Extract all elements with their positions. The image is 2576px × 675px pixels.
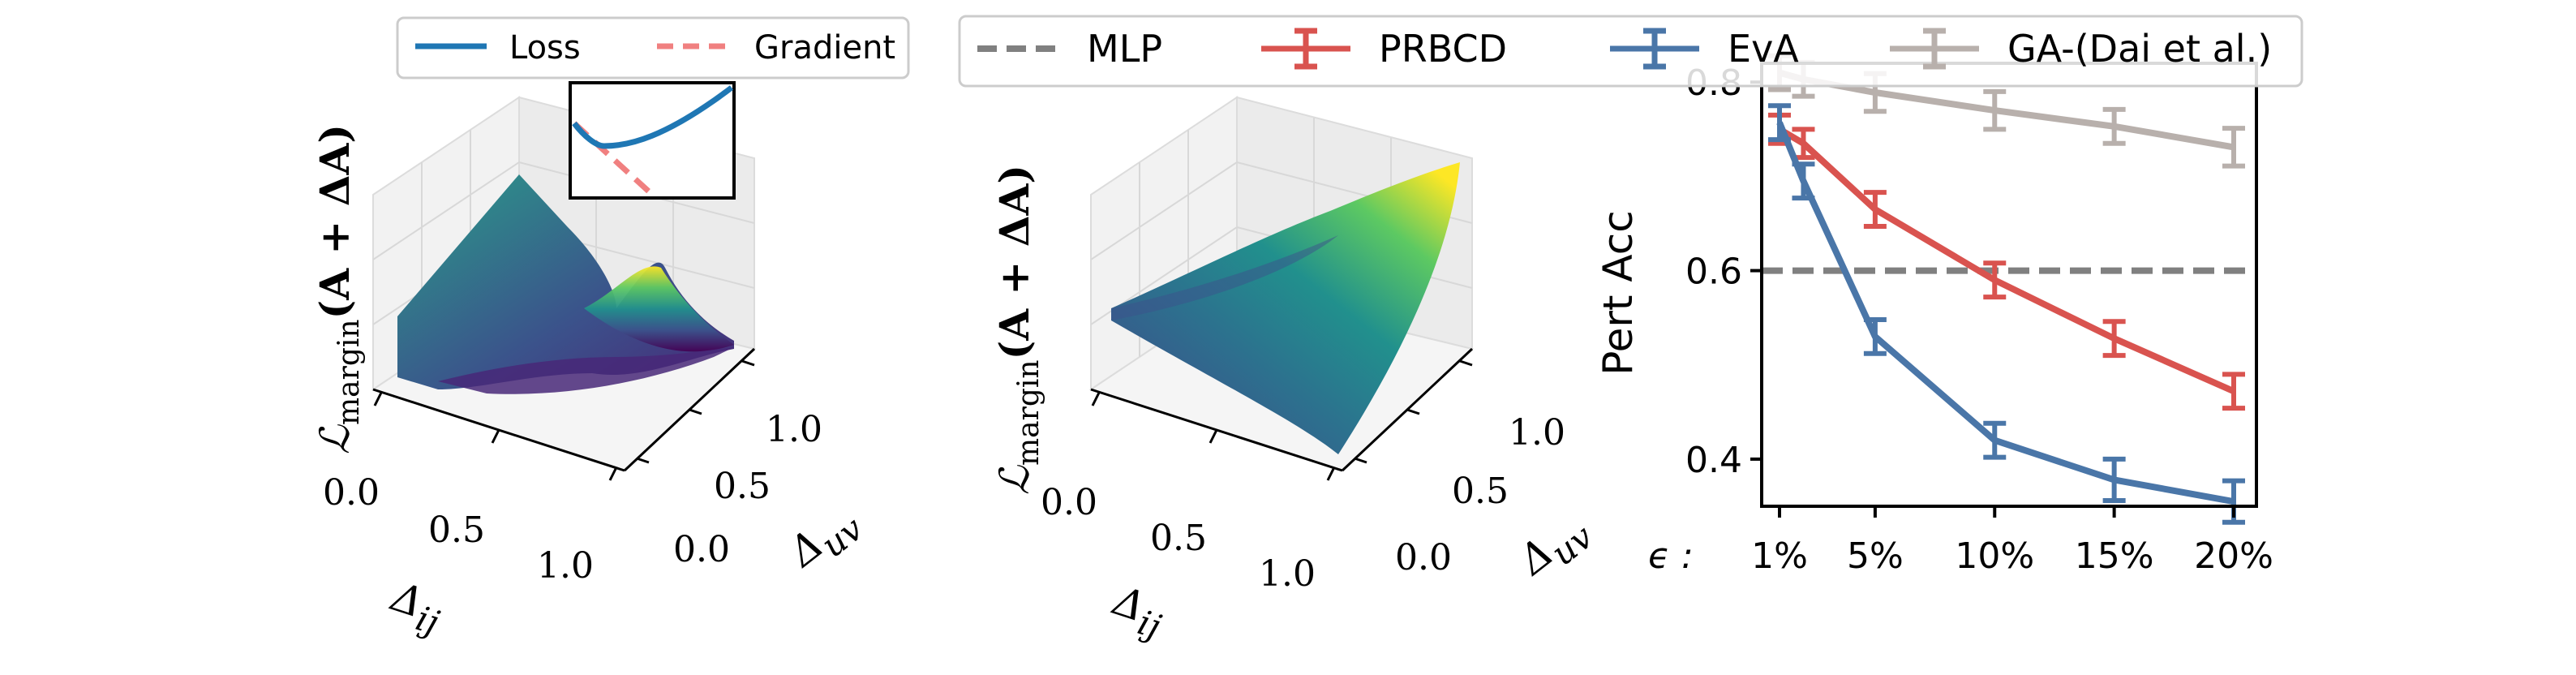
legend-eva-swatch: [1610, 28, 1699, 70]
s1-xtick-2: 1.0: [537, 545, 594, 587]
legend-gradient-label: Gradient: [754, 29, 895, 67]
svg-text:Δuv: Δuv: [779, 495, 870, 584]
svg-text:ℒmargin(A + ΔA): ℒmargin(A + ΔA): [990, 165, 1045, 495]
errorbar-eva-2: [1863, 316, 1887, 356]
s2-ytick-0: 0.0: [1395, 537, 1452, 578]
margin-surface: [1111, 162, 1460, 454]
s2-ytick-1: 0.5: [1452, 471, 1509, 512]
series-line-eva: [1776, 121, 2235, 505]
x-tick-label-0: 1%: [1751, 535, 1808, 577]
s2-ytick-2: 1.0: [1509, 412, 1565, 454]
errorbar-ga-dai-et-al--3: [1983, 88, 2007, 132]
legend-eva-label: EvA: [1728, 27, 1799, 71]
x-tick-label-3: 15%: [2075, 535, 2154, 577]
inset-plot: [569, 81, 736, 200]
errorbar-prbcd-3: [1983, 260, 2007, 300]
errorbar-ga-dai-et-al--5: [2222, 126, 2245, 169]
s2-xtick-0: 0.0: [1041, 482, 1097, 523]
loss-surface-peak: [584, 266, 734, 352]
pert-acc-chart: 0.40.60.81%5%10%15%20%ϵ :Pert Acc: [1595, 53, 2273, 577]
errorbar-ga-dai-et-al--4: [2102, 106, 2126, 146]
x-tick-label-4: 20%: [2194, 535, 2273, 577]
series-line-prbcd: [1777, 126, 2235, 394]
s1-ytick-2: 1.0: [766, 409, 822, 450]
x-tick-label-2: 10%: [1955, 535, 2034, 577]
legend-mlp-label: MLP: [1087, 27, 1162, 71]
s1-xlabel: Δij: [382, 573, 449, 643]
errorbar-eva-1: [1792, 161, 1815, 201]
surface-plot-2: 0.0 0.5 1.0 0.0 0.5 1.0 ℒmargin(A + ΔA) …: [990, 96, 1600, 647]
top-legend: MLP PRBCD EvA GA-(Dai et al.): [958, 15, 2303, 88]
x-tick-label-1: 5%: [1847, 535, 1904, 577]
errorbar-prbcd-5: [2222, 372, 2245, 411]
svg-text:ℒmargin(A + ΔA): ℒmargin(A + ΔA): [311, 124, 366, 454]
svg-text:Δuv: Δuv: [1509, 503, 1600, 592]
legend-ga-swatch: [1890, 28, 1979, 70]
legend-prbcd-swatch: [1261, 28, 1350, 70]
errorbar-eva-3: [1983, 420, 2007, 460]
s1-xtick-1: 0.5: [428, 509, 485, 551]
legend-loss-label: Loss: [509, 29, 581, 67]
s1-ytick-0: 0.0: [673, 529, 730, 570]
s1-ylabel: Δuv: [779, 495, 870, 584]
s1-zlabel: ℒmargin(A + ΔA): [311, 124, 366, 454]
svg-text:Δij: Δij: [1104, 577, 1171, 647]
s2-zlabel: ℒmargin(A + ΔA): [990, 165, 1045, 495]
inset-loss-curve: [572, 85, 734, 149]
x-axis-epsilon-label: ϵ :: [1648, 535, 1694, 577]
errorbar-prbcd-2: [1863, 190, 1887, 229]
y-axis-label: Pert Acc: [1595, 210, 1642, 376]
errorbar-eva-0: [1768, 103, 1791, 143]
left-legend: Loss Gradient: [396, 16, 910, 80]
s2-xtick-1: 0.5: [1150, 518, 1207, 559]
s1-xtick-0: 0.0: [323, 472, 380, 514]
y-tick-label-1: 0.6: [1685, 252, 1742, 293]
s2-xtick-2: 1.0: [1259, 553, 1316, 595]
svg-text:Δij: Δij: [382, 573, 449, 643]
errorbar-prbcd-4: [2102, 319, 2126, 359]
y-tick-label-0: 0.4: [1685, 440, 1742, 481]
errorbar-eva-4: [2102, 456, 2126, 504]
legend-prbcd-label: PRBCD: [1379, 27, 1507, 71]
surface-plot-1: 0.0 0.5 1.0 0.0 0.5 1.0 ℒmargin(A + ΔA) …: [311, 81, 870, 643]
s2-ylabel: Δuv: [1509, 503, 1600, 592]
s1-ytick-1: 0.5: [714, 466, 771, 507]
legend-ga-label: GA-(Dai et al.): [2007, 27, 2272, 71]
s2-xlabel: Δij: [1104, 577, 1171, 647]
